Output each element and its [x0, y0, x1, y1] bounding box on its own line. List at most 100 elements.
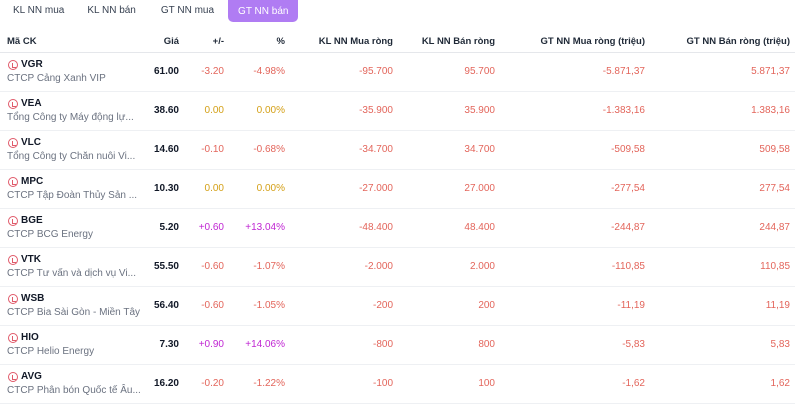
header-percent[interactable]: % — [276, 36, 285, 47]
percent-value: -1.22% — [253, 378, 285, 389]
percent-value: +14.06% — [245, 339, 285, 350]
table-row[interactable]: AVG CTCP Phân bón Quốc tế Âu... 16.20 -0.20… — [0, 365, 795, 404]
tab-kl-nn-ban[interactable]: KL NN bán — [87, 4, 136, 16]
percent-value: -4.98% — [253, 66, 285, 77]
stock-symbol[interactable]: VTK — [21, 254, 41, 265]
stock-symbol[interactable]: VGR — [21, 59, 43, 70]
stock-symbol[interactable]: WSB — [21, 293, 45, 304]
company-name: CTCP Tư vấn và dịch vụ Vi... — [7, 268, 136, 279]
sell-qty-value: 2.000 — [469, 261, 495, 272]
company-logo-icon — [8, 60, 18, 70]
table-row[interactable]: WSB CTCP Bia Sài Gòn - Miền Tây 56.40 -0.60… — [0, 287, 795, 326]
header-change[interactable]: +/- — [212, 36, 224, 47]
tab-kl-nn-mua[interactable]: KL NN mua — [13, 4, 65, 16]
table-row[interactable]: HIO CTCP Helio Energy 7.30 +0.90 +14.06% -800… — [0, 326, 795, 365]
company-logo-icon — [8, 294, 18, 304]
sell-value-value: 110,85 — [760, 261, 790, 272]
table-row[interactable]: VGR CTCP Cảng Xanh VIP 61.00 -3.20 -4.98% -95… — [0, 53, 795, 92]
company-name: CTCP Helio Energy — [7, 346, 95, 357]
table-row[interactable]: MPC CTCP Tập Đoàn Thủy Sản ... 10.30 0.00 0.… — [0, 170, 795, 209]
sell-qty-value: 34.700 — [464, 144, 495, 155]
table-row[interactable]: BGE CTCP BCG Energy 5.20 +0.60 +13.04% -48.40… — [0, 209, 795, 248]
table-row[interactable]: VEA Tổng Công ty Máy động lự... 38.60 0.00 0… — [0, 92, 795, 131]
price-value: 38.60 — [153, 105, 179, 116]
buy-value-value: -5,83 — [622, 339, 645, 350]
table-header: Mã CK Giá +/- % KL NN Mua ròng KL NN Bán… — [0, 31, 795, 53]
stock-symbol[interactable]: VEA — [21, 98, 42, 109]
company-name: Tổng Công ty Máy động lự... — [7, 112, 134, 123]
change-value: 0.00 — [204, 105, 224, 116]
stock-symbol[interactable]: AVG — [21, 371, 42, 382]
buy-qty-value: -200 — [372, 300, 393, 311]
company-name: CTCP Cảng Xanh VIP — [7, 73, 106, 84]
sell-value-value: 1.383,16 — [751, 105, 790, 116]
buy-value-value: -244,87 — [611, 222, 645, 233]
buy-qty-value: -100 — [372, 378, 393, 389]
sell-qty-value: 100 — [478, 378, 495, 389]
percent-value: -1.05% — [253, 300, 285, 311]
price-value: 5.20 — [159, 222, 179, 233]
percent-value: -1.07% — [253, 261, 285, 272]
change-value: -0.60 — [201, 300, 224, 311]
stock-symbol[interactable]: HIO — [21, 332, 39, 343]
tab-gt-nn-ban[interactable]: GT NN bán — [228, 0, 299, 22]
company-logo-icon — [8, 255, 18, 265]
percent-value: 0.00% — [256, 183, 285, 194]
buy-value-value: -277,54 — [611, 183, 645, 194]
company-name: Tổng Công ty Chăn nuôi Vi... — [7, 151, 136, 162]
tab-gt-nn-mua[interactable]: GT NN mua — [160, 4, 215, 16]
sell-value-value: 244,87 — [759, 222, 790, 233]
company-logo-icon — [8, 138, 18, 148]
sell-value-value: 5,83 — [770, 339, 790, 350]
company-logo-icon — [8, 333, 18, 343]
sell-qty-value: 95.700 — [464, 66, 495, 77]
header-price[interactable]: Giá — [163, 36, 179, 47]
change-value: +0.60 — [198, 222, 224, 233]
price-value: 10.30 — [153, 183, 179, 194]
header-sell-value[interactable]: GT NN Bán ròng (triệu) — [686, 36, 790, 47]
sell-qty-value: 48.400 — [464, 222, 495, 233]
sell-qty-value: 200 — [478, 300, 495, 311]
buy-qty-value: -48.400 — [359, 222, 393, 233]
company-logo-icon — [8, 216, 18, 226]
price-value: 56.40 — [153, 300, 179, 311]
buy-qty-value: -27.000 — [359, 183, 393, 194]
buy-qty-value: -800 — [372, 339, 393, 350]
company-logo-icon — [8, 372, 18, 382]
sell-qty-value: 27.000 — [464, 183, 495, 194]
company-name: CTCP Tập Đoàn Thủy Sản ... — [7, 190, 138, 201]
change-value: -0.20 — [201, 378, 224, 389]
company-logo-icon — [8, 99, 18, 109]
sell-value-value: 5.871,37 — [751, 66, 790, 77]
table-row[interactable]: VTK CTCP Tư vấn và dịch vụ Vi... 55.50 -0.6… — [0, 248, 795, 287]
company-name: CTCP BCG Energy — [7, 229, 93, 240]
header-sell-qty[interactable]: KL NN Bán ròng — [421, 36, 495, 47]
header-buy-value[interactable]: GT NN Mua ròng (triệu) — [540, 36, 646, 47]
company-logo-icon — [8, 177, 18, 187]
change-value: 0.00 — [204, 183, 224, 194]
buy-value-value: -509,58 — [611, 144, 645, 155]
tab-bar: KL NN mua KL NN bán GT NN mua GT NN bán — [0, 0, 299, 22]
stock-symbol[interactable]: MPC — [21, 176, 44, 187]
percent-value: +13.04% — [245, 222, 285, 233]
buy-value-value: -1.383,16 — [602, 105, 645, 116]
price-value: 16.20 — [153, 378, 179, 389]
header-symbol[interactable]: Mã CK — [7, 36, 37, 47]
buy-qty-value: -95.700 — [359, 66, 393, 77]
change-value: -0.10 — [201, 144, 224, 155]
sell-value-value: 11,19 — [765, 300, 790, 311]
company-name: CTCP Bia Sài Gòn - Miền Tây — [7, 307, 141, 318]
buy-value-value: -110,85 — [611, 261, 645, 272]
price-value: 7.30 — [159, 339, 179, 350]
stock-symbol[interactable]: BGE — [21, 215, 43, 226]
stock-symbol[interactable]: VLC — [21, 137, 41, 148]
percent-value: -0.68% — [253, 144, 285, 155]
price-value: 61.00 — [153, 66, 179, 77]
buy-qty-value: -35.900 — [359, 105, 393, 116]
table-row[interactable]: VLC Tổng Công ty Chăn nuôi Vi... 14.60 -0.1… — [0, 131, 795, 170]
header-buy-qty[interactable]: KL NN Mua ròng — [318, 36, 393, 47]
buy-qty-value: -34.700 — [359, 144, 393, 155]
sell-qty-value: 800 — [478, 339, 495, 350]
company-name: CTCP Phân bón Quốc tế Âu... — [7, 385, 141, 396]
buy-value-value: -1,62 — [622, 378, 645, 389]
